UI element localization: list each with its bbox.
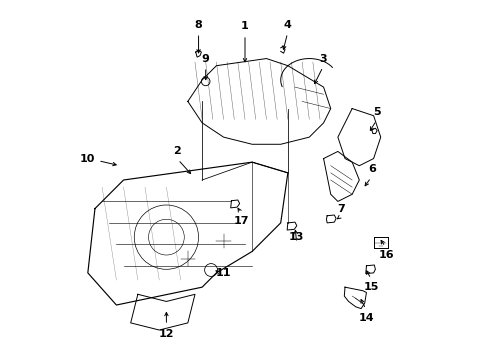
Text: 16: 16 [378, 250, 394, 260]
Text: 1: 1 [241, 21, 249, 31]
Text: 8: 8 [195, 19, 202, 30]
Text: 13: 13 [289, 232, 304, 242]
Text: 10: 10 [80, 154, 96, 163]
Text: 15: 15 [364, 282, 379, 292]
Text: 12: 12 [159, 329, 174, 339]
Text: 4: 4 [284, 19, 292, 30]
Text: 9: 9 [202, 54, 210, 64]
Text: 5: 5 [373, 107, 381, 117]
Text: 2: 2 [173, 147, 181, 157]
Text: 17: 17 [234, 216, 249, 226]
Text: 7: 7 [338, 203, 345, 213]
Text: 14: 14 [359, 312, 374, 323]
Text: 3: 3 [320, 54, 327, 64]
Text: 11: 11 [216, 268, 231, 278]
Text: 6: 6 [368, 164, 376, 174]
